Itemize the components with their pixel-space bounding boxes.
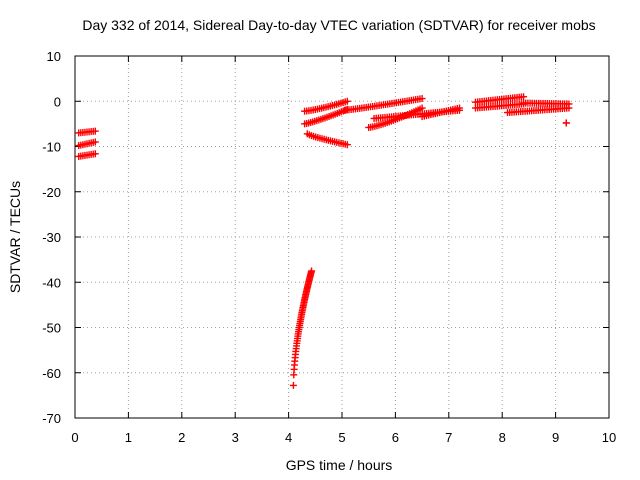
x-tick-label: 10 — [602, 430, 616, 445]
data-point — [520, 93, 528, 101]
data-point — [565, 100, 573, 108]
x-tick-label: 1 — [125, 430, 132, 445]
data-points — [75, 93, 573, 389]
data-point — [91, 138, 99, 146]
y-axis-label: SDTVAR / TECUs — [7, 181, 23, 293]
data-point — [289, 381, 297, 389]
y-tick-label: -20 — [42, 185, 61, 200]
grid — [75, 56, 609, 418]
data-point — [562, 119, 570, 127]
ticks — [74, 55, 610, 419]
y-tick-label: -70 — [42, 411, 61, 426]
data-point — [343, 141, 351, 149]
data-point — [308, 267, 316, 275]
y-tick-label: 0 — [54, 94, 61, 109]
chart-title: Day 332 of 2014, Sidereal Day-to-day VTE… — [82, 17, 595, 33]
data-point — [455, 104, 463, 112]
y-tick-label: 10 — [47, 49, 61, 64]
x-tick-label: 8 — [499, 430, 506, 445]
y-tick-labels: -70 -60 -50 -40 -30 -20 -10 0 10 — [42, 49, 61, 426]
x-tick-label: 5 — [338, 430, 345, 445]
x-tick-label: 4 — [285, 430, 292, 445]
data-point — [91, 127, 99, 135]
y-tick-label: -10 — [42, 140, 61, 155]
x-tick-labels: 0 1 2 3 4 5 6 7 8 9 10 — [71, 430, 616, 445]
y-tick-label: -60 — [42, 366, 61, 381]
y-tick-label: -30 — [42, 230, 61, 245]
x-tick-label: 9 — [552, 430, 559, 445]
y-tick-label: -50 — [42, 321, 61, 336]
data-point — [91, 150, 99, 158]
data-point — [418, 95, 426, 103]
x-tick-label: 0 — [71, 430, 78, 445]
x-tick-label: 3 — [232, 430, 239, 445]
x-axis-label: GPS time / hours — [286, 457, 393, 473]
x-tick-label: 6 — [392, 430, 399, 445]
data-point — [343, 97, 351, 105]
x-tick-label: 2 — [178, 430, 185, 445]
x-tick-label: 7 — [445, 430, 452, 445]
y-tick-label: -40 — [42, 275, 61, 290]
